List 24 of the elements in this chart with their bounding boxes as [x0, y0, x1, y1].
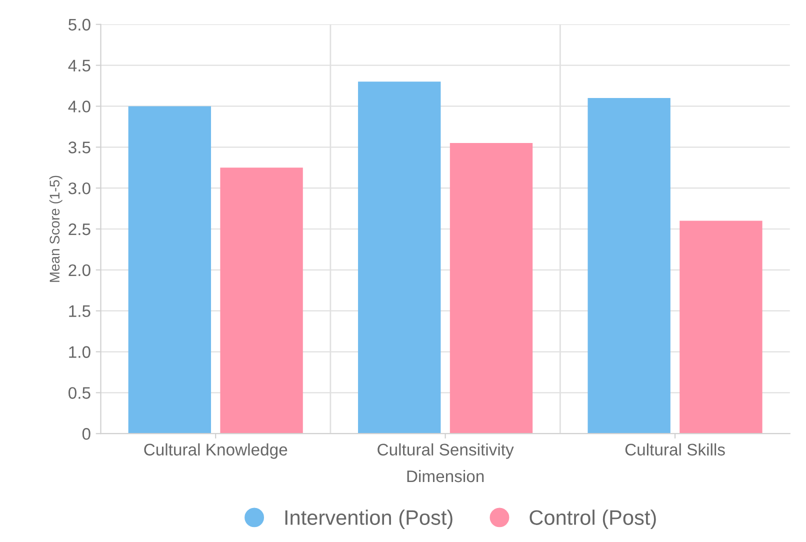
y-tick-label: 3.0	[68, 182, 90, 194]
y-tick-label: 5.0	[68, 18, 90, 31]
bar	[588, 98, 670, 434]
legend-label: Control (Post)	[530, 510, 656, 530]
x-axis-title: Dimension	[407, 470, 484, 482]
y-tick-label: 2.0	[68, 264, 90, 276]
y-tick-label: 0.5	[68, 387, 90, 399]
y-tick-label: 1.0	[69, 346, 90, 358]
bar	[450, 143, 533, 434]
y-tick-label: 1.5	[69, 305, 90, 318]
bar	[358, 82, 441, 434]
legend-label: Intervention (Post)	[285, 510, 452, 530]
y-tick-label: 3.5	[68, 142, 90, 154]
bar	[220, 168, 303, 434]
y-axis-title: Mean Score (1-5)	[49, 176, 62, 282]
y-tick-label: 4.0	[68, 100, 90, 112]
x-tick-label: Cultural Sensitivity	[378, 443, 514, 459]
y-tick-label: 0	[82, 428, 90, 440]
x-tick-label: Cultural Skills	[625, 443, 725, 456]
y-tick-label: 2.5	[68, 223, 90, 236]
y-tick-label: 4.5	[68, 60, 90, 72]
x-tick-label: Cultural Knowledge	[144, 443, 288, 459]
bar	[128, 106, 212, 434]
bar	[680, 220, 762, 434]
